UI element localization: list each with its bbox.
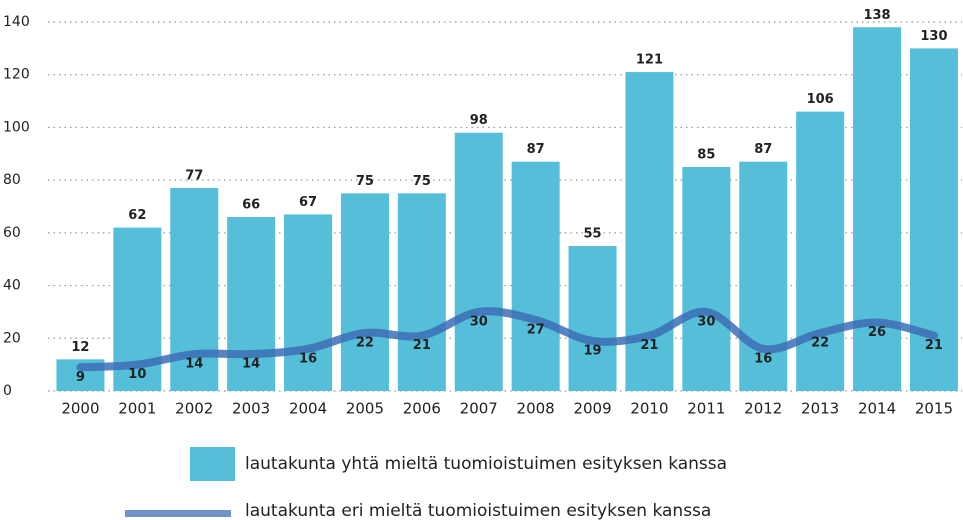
y-tick-label: 80 (3, 172, 21, 188)
legend-label: lautakunta yhtä mieltä tuomioistuimen es… (245, 454, 727, 474)
y-tick-label: 20 (3, 330, 21, 346)
x-tick-label: 2000 (61, 400, 99, 418)
bar (284, 214, 333, 391)
x-tick-label: 2013 (801, 400, 839, 418)
line-value-label: 14 (242, 357, 260, 372)
line-value-label: 9 (76, 370, 85, 385)
bar-value-label: 62 (128, 208, 146, 223)
x-tick-label: 2015 (915, 400, 953, 418)
line-value-label: 16 (299, 351, 317, 366)
line-value-label: 14 (185, 357, 203, 372)
line-value-label: 22 (356, 336, 374, 351)
y-tick-label: 140 (3, 14, 30, 30)
line-value-label: 10 (128, 367, 146, 382)
line-value-label: 30 (470, 314, 488, 329)
bar (511, 161, 560, 391)
bar-value-label: 75 (413, 174, 431, 189)
x-tick-label: 2003 (232, 400, 270, 418)
bar (853, 27, 902, 392)
y-tick-label: 0 (3, 383, 12, 399)
bar-value-label: 98 (470, 113, 488, 128)
bar-value-label: 77 (185, 169, 203, 184)
x-tick-label: 2009 (573, 400, 611, 418)
line-value-label: 21 (413, 338, 431, 353)
bar (340, 193, 389, 391)
bar (568, 246, 617, 391)
bar-value-label: 66 (242, 198, 260, 213)
labels: 0 20 40 60 80 100 120 140 2000 2001 2002 2003 2004 20… (3, 8, 953, 418)
y-tick-label: 120 (3, 67, 30, 83)
grid (48, 21, 962, 392)
y-tick-label: 40 (3, 278, 21, 294)
lines (76, 307, 938, 372)
bar-value-label: 138 (863, 8, 890, 23)
bar-value-label: 106 (807, 92, 834, 107)
x-tick-label: 2012 (744, 400, 782, 418)
bar (397, 193, 446, 391)
line-value-label: 16 (754, 351, 772, 366)
bar-value-label: 87 (527, 142, 545, 157)
bar (682, 166, 731, 391)
line-value-label: 30 (697, 314, 715, 329)
line-value-label: 26 (868, 325, 886, 340)
y-tick-label: 100 (3, 119, 30, 135)
line-value-label: 22 (811, 336, 829, 351)
bar (227, 217, 276, 391)
x-tick-label: 2014 (858, 400, 896, 418)
legend-swatch (125, 510, 231, 517)
bar-value-label: 55 (584, 227, 602, 242)
bar (454, 132, 503, 391)
x-tick-label: 2008 (517, 400, 555, 418)
line-value-label: 19 (584, 343, 602, 358)
bar-value-label: 67 (299, 195, 317, 210)
x-tick-label: 2005 (346, 400, 384, 418)
line (76, 307, 938, 372)
y-tick-label: 60 (3, 225, 21, 241)
bar (796, 111, 845, 391)
bar-value-label: 12 (71, 340, 89, 355)
bar-value-label: 87 (754, 142, 772, 157)
x-tick-label: 2006 (403, 400, 441, 418)
legend-swatch (190, 447, 235, 481)
legend-label: lautakunta eri mieltä tuomioistuimen esi… (245, 501, 711, 520)
line-value-label: 21 (640, 338, 658, 353)
bar-value-label: 130 (920, 29, 947, 44)
x-tick-label: 2001 (118, 400, 156, 418)
line-value-label: 27 (527, 322, 545, 337)
x-tick-label: 2004 (289, 400, 327, 418)
line-value-label: 21 (925, 338, 943, 353)
x-tick-label: 2011 (687, 400, 725, 418)
bar-value-label: 85 (697, 147, 715, 162)
bar-value-label: 121 (636, 53, 663, 68)
x-tick-label: 2002 (175, 400, 213, 418)
bar-value-label: 75 (356, 174, 374, 189)
x-tick-label: 2010 (630, 400, 668, 418)
x-tick-label: 2007 (460, 400, 498, 418)
bars (56, 27, 958, 392)
